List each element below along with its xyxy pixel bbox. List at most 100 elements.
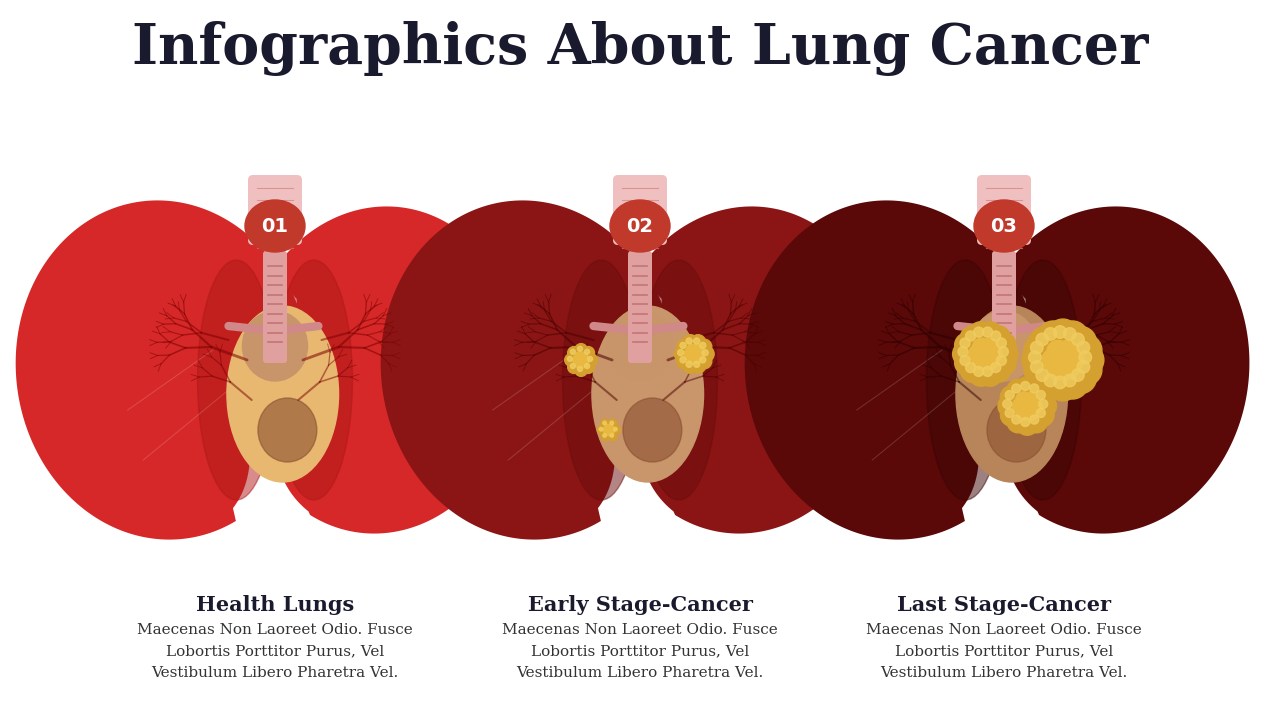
- Circle shape: [1032, 404, 1055, 426]
- Circle shape: [1029, 415, 1039, 424]
- Ellipse shape: [608, 311, 672, 381]
- Circle shape: [677, 339, 692, 354]
- Circle shape: [965, 331, 975, 341]
- Circle shape: [598, 426, 607, 434]
- Ellipse shape: [611, 200, 669, 252]
- Circle shape: [686, 353, 698, 364]
- Text: 03: 03: [991, 217, 1018, 235]
- Circle shape: [1042, 348, 1064, 372]
- Circle shape: [1002, 400, 1011, 408]
- Circle shape: [682, 335, 698, 350]
- Circle shape: [1047, 357, 1069, 379]
- Circle shape: [686, 338, 692, 344]
- Circle shape: [986, 357, 1011, 382]
- Circle shape: [1001, 386, 1023, 408]
- Circle shape: [567, 346, 580, 359]
- Circle shape: [1011, 384, 1020, 393]
- Circle shape: [694, 361, 700, 367]
- Text: 02: 02: [626, 217, 654, 235]
- Polygon shape: [15, 200, 310, 539]
- Circle shape: [960, 357, 986, 382]
- Circle shape: [603, 421, 607, 425]
- Ellipse shape: [1032, 332, 1094, 388]
- Circle shape: [1070, 354, 1102, 385]
- Circle shape: [588, 356, 593, 361]
- Circle shape: [579, 359, 588, 368]
- Circle shape: [696, 354, 712, 369]
- Circle shape: [600, 419, 609, 428]
- Circle shape: [993, 341, 1018, 366]
- Text: Early Stage-Cancer: Early Stage-Cancer: [527, 595, 753, 615]
- Circle shape: [608, 432, 617, 441]
- Circle shape: [1023, 392, 1039, 408]
- Circle shape: [957, 347, 968, 357]
- Polygon shape: [380, 200, 675, 539]
- Circle shape: [1007, 379, 1029, 402]
- Circle shape: [690, 335, 705, 350]
- Circle shape: [699, 346, 714, 361]
- Circle shape: [1020, 382, 1029, 390]
- Circle shape: [585, 364, 590, 369]
- Circle shape: [1029, 351, 1041, 364]
- Circle shape: [701, 350, 708, 356]
- Circle shape: [677, 350, 684, 356]
- Circle shape: [978, 361, 1002, 386]
- Circle shape: [1016, 404, 1032, 420]
- Circle shape: [694, 338, 700, 344]
- Circle shape: [1030, 341, 1043, 354]
- Circle shape: [1036, 369, 1048, 382]
- Ellipse shape: [197, 260, 275, 500]
- Circle shape: [996, 356, 1006, 366]
- Circle shape: [991, 350, 1016, 375]
- Circle shape: [572, 356, 581, 364]
- Circle shape: [575, 343, 588, 356]
- Text: Infographics About Lung Cancer: Infographics About Lung Cancer: [132, 20, 1148, 76]
- FancyBboxPatch shape: [977, 175, 1030, 245]
- Circle shape: [986, 325, 1011, 351]
- Circle shape: [980, 338, 998, 356]
- Ellipse shape: [244, 200, 305, 252]
- Circle shape: [577, 366, 582, 372]
- Text: Last Stage-Cancer: Last Stage-Cancer: [897, 595, 1111, 615]
- Circle shape: [1024, 335, 1056, 366]
- Circle shape: [1071, 369, 1084, 382]
- Circle shape: [996, 338, 1006, 348]
- Ellipse shape: [927, 260, 1004, 500]
- Circle shape: [1061, 348, 1084, 372]
- Circle shape: [960, 325, 986, 351]
- Circle shape: [1071, 333, 1084, 346]
- FancyBboxPatch shape: [248, 175, 302, 245]
- Circle shape: [680, 357, 686, 363]
- Circle shape: [677, 354, 692, 369]
- Circle shape: [1038, 367, 1069, 399]
- Circle shape: [577, 346, 582, 351]
- Circle shape: [955, 333, 979, 358]
- Circle shape: [1044, 328, 1057, 341]
- Circle shape: [603, 433, 607, 437]
- Circle shape: [1007, 410, 1029, 433]
- Circle shape: [952, 341, 978, 366]
- FancyBboxPatch shape: [613, 175, 667, 245]
- Circle shape: [1053, 376, 1066, 389]
- Circle shape: [1001, 404, 1023, 426]
- Circle shape: [581, 356, 590, 364]
- FancyBboxPatch shape: [262, 251, 287, 363]
- Circle shape: [575, 359, 584, 368]
- Circle shape: [1016, 377, 1038, 400]
- Circle shape: [1037, 390, 1046, 400]
- Circle shape: [1032, 386, 1055, 408]
- Text: Health Lungs: Health Lungs: [196, 595, 355, 615]
- Circle shape: [694, 348, 704, 359]
- Circle shape: [585, 349, 590, 354]
- Circle shape: [1038, 321, 1069, 353]
- Ellipse shape: [227, 306, 338, 482]
- Circle shape: [691, 353, 701, 364]
- Circle shape: [974, 366, 984, 377]
- Circle shape: [1064, 374, 1076, 387]
- Circle shape: [1057, 367, 1088, 399]
- Circle shape: [682, 358, 698, 373]
- Circle shape: [969, 345, 987, 363]
- Ellipse shape: [640, 260, 718, 500]
- Circle shape: [1064, 328, 1076, 341]
- Circle shape: [604, 424, 611, 431]
